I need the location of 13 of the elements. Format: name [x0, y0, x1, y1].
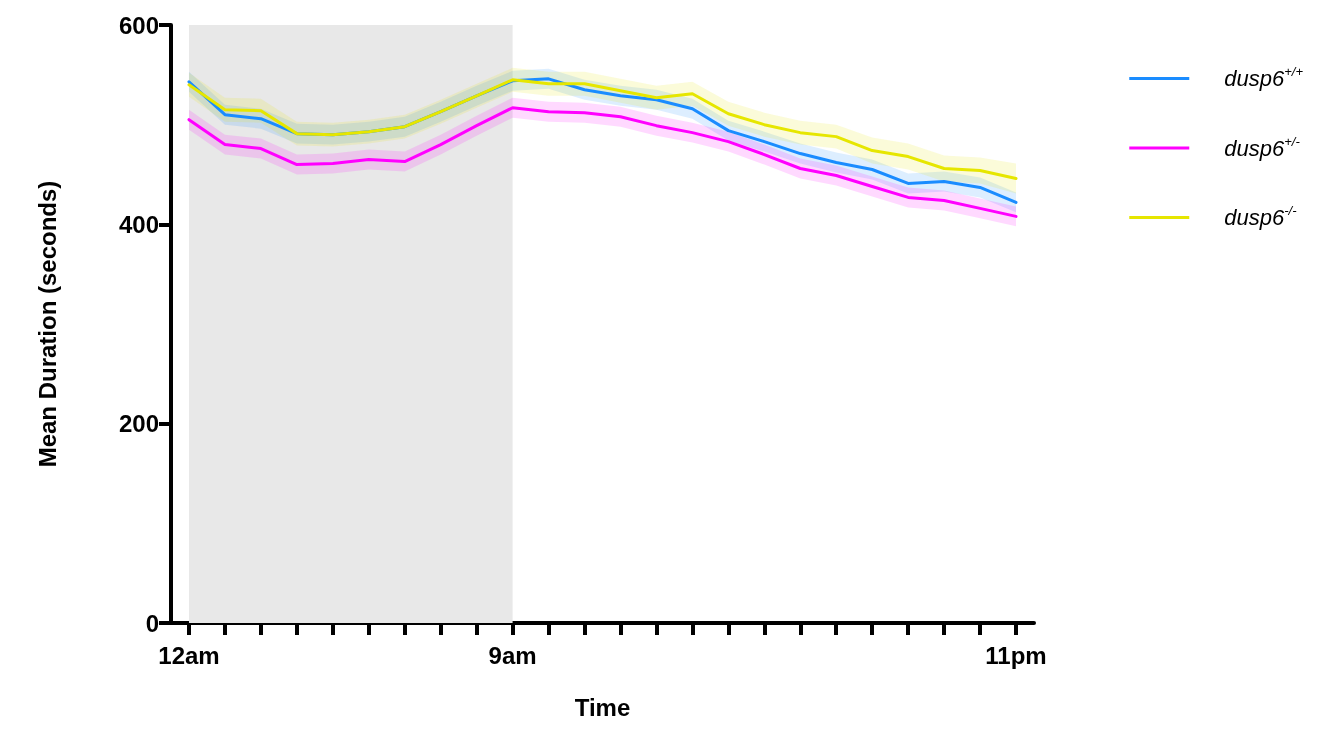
line-series	[187, 78, 1018, 180]
legend-label: dusp6+/-	[1224, 133, 1301, 161]
y-tick-label: 600	[118, 11, 159, 39]
legend-label: dusp6+/+	[1224, 64, 1304, 91]
y-tick-label: 200	[118, 410, 159, 438]
x-tick-label: 9am	[488, 641, 537, 669]
y-tick-label: 0	[145, 609, 159, 637]
y-tick-label: 400	[118, 210, 159, 238]
x-axis-title: Time	[574, 693, 631, 721]
legend-label: dusp6-/-	[1224, 203, 1298, 230]
x-tick-label: 12am	[158, 641, 220, 669]
y-axis-title: Mean Duration (seconds)	[33, 180, 61, 468]
x-tick-label: 11pm	[985, 641, 1047, 669]
